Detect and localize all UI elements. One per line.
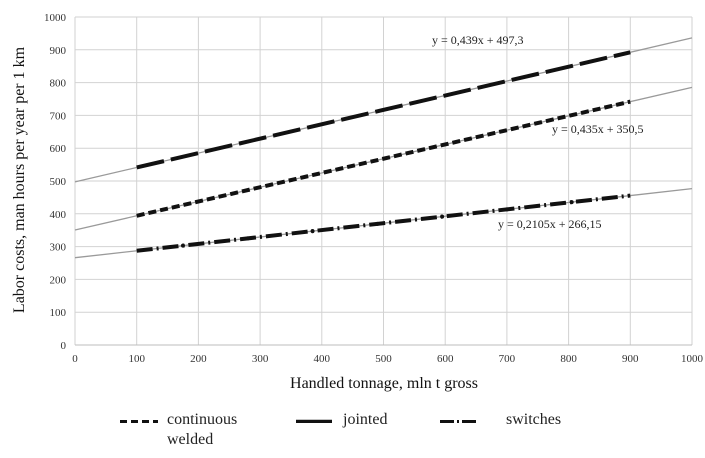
- series-dot: [245, 236, 250, 241]
- series-dot: [375, 221, 380, 226]
- x-tick-label: 600: [437, 353, 454, 365]
- y-tick-label: 800: [50, 78, 67, 90]
- x-tick-label: 0: [72, 353, 78, 365]
- trend-equations: y = 0,439x + 497,3 y = 0,435x + 350,5 y = …: [432, 33, 644, 231]
- y-tick-label: 400: [50, 209, 67, 221]
- series-line-switches: [136, 193, 631, 253]
- trend-equation: y = 0,439x + 497,3: [432, 33, 524, 47]
- x-tick-label: 500: [375, 353, 392, 365]
- legend-swatch-long-dash: [296, 419, 332, 423]
- series-dot: [569, 200, 574, 205]
- series-dot: [440, 214, 445, 219]
- legend-label: jointed: [343, 411, 388, 428]
- series-dot: [310, 229, 315, 234]
- x-tick-label: 100: [128, 353, 145, 365]
- x-tick-label: 400: [314, 353, 331, 365]
- y-axis-label: Labor costs, man hours per year per 1 km: [11, 46, 28, 313]
- y-tick-label: 1000: [44, 12, 67, 24]
- x-axis-label: Handled tonnage, mln t gross: [290, 375, 478, 392]
- y-tick-label: 0: [61, 340, 67, 352]
- series-dot: [504, 207, 509, 212]
- trend-equation: y = 0,2105x + 266,15: [498, 217, 602, 231]
- x-tick-label: 300: [252, 353, 269, 365]
- series-line-continuous-welded: [136, 99, 631, 218]
- legend-swatch-short-dash: [120, 420, 158, 423]
- grid: [74, 16, 693, 346]
- series-dot: [180, 243, 185, 248]
- x-tick-label: 200: [190, 353, 207, 365]
- tick-labels: 0 100 200 300 400 500 600 700 800 900 1000 0 100 200 3…: [44, 12, 704, 365]
- legend-label: switches: [506, 411, 562, 428]
- x-tick-label: 800: [560, 353, 577, 365]
- series-line-jointed: [136, 50, 631, 170]
- y-tick-label: 300: [50, 242, 67, 254]
- y-tick-label: 100: [50, 307, 67, 319]
- y-tick-label: 200: [50, 274, 67, 286]
- data-series: [136, 50, 631, 253]
- y-tick-label: 600: [50, 143, 67, 155]
- legend-label: continuous welded: [167, 411, 238, 448]
- trend-equation: y = 0,435x + 350,5: [552, 122, 644, 136]
- x-tick-label: 1000: [681, 353, 704, 365]
- legend-swatch-dash-dot: [440, 420, 478, 423]
- y-tick-label: 700: [50, 110, 67, 122]
- y-tick-label: 500: [50, 176, 67, 188]
- x-tick-label: 900: [622, 353, 639, 365]
- x-tick-label: 700: [499, 353, 516, 365]
- y-tick-label: 900: [50, 45, 67, 57]
- legend: continuous welded jointed switches: [120, 410, 680, 456]
